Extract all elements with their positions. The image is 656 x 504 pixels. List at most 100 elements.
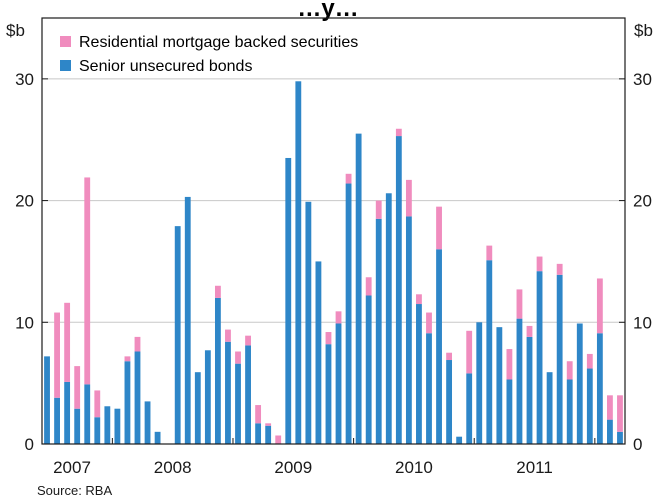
chart-title: …y… bbox=[297, 0, 358, 22]
bar-senior-unsecured-bonds bbox=[184, 196, 191, 444]
x-tick-label: 2009 bbox=[274, 458, 312, 477]
bar-senior-unsecured-bonds bbox=[54, 397, 60, 444]
bar-senior-unsecured-bonds bbox=[526, 336, 533, 444]
x-tick-label: 2010 bbox=[395, 458, 433, 477]
bar-senior-unsecured-bonds bbox=[114, 408, 121, 444]
bar-senior-unsecured-bonds bbox=[375, 218, 382, 444]
bar-senior-unsecured-bonds bbox=[255, 423, 262, 444]
bar-senior-unsecured-bonds bbox=[194, 372, 201, 444]
gridlines bbox=[42, 78, 625, 323]
bar-senior-unsecured-bonds bbox=[265, 425, 272, 444]
bar-rmbs bbox=[506, 349, 513, 380]
source-note: Source: RBA bbox=[37, 483, 113, 498]
bar-rmbs bbox=[486, 245, 493, 261]
plot-frame bbox=[41, 17, 626, 445]
bar-rmbs bbox=[526, 325, 533, 337]
bar-senior-unsecured-bonds bbox=[466, 373, 473, 444]
bar-rmbs bbox=[335, 311, 342, 324]
bar-rmbs bbox=[365, 277, 372, 296]
y-tick-label-left: 10 bbox=[15, 313, 34, 332]
bar-senior-unsecured-bonds bbox=[144, 401, 151, 444]
y-tick-label-right: 10 bbox=[633, 313, 652, 332]
bar-rmbs bbox=[225, 329, 231, 342]
bar-rmbs bbox=[94, 390, 101, 418]
bar-senior-unsecured-bonds bbox=[576, 323, 583, 444]
bar-senior-unsecured-bonds bbox=[174, 226, 181, 444]
bar-rmbs bbox=[214, 285, 221, 298]
bar-senior-unsecured-bonds bbox=[235, 363, 241, 444]
bar-senior-unsecured-bonds bbox=[546, 372, 553, 444]
bar-rmbs bbox=[426, 312, 432, 334]
bar-rmbs bbox=[516, 289, 523, 319]
bar-senior-unsecured-bonds bbox=[154, 431, 161, 444]
bar-senior-unsecured-bonds bbox=[446, 360, 453, 444]
legend: Residential mortgage backed securities S… bbox=[60, 34, 358, 75]
y-tick-label-right: 20 bbox=[633, 192, 652, 211]
bar-senior-unsecured-bonds bbox=[335, 323, 342, 444]
y-unit-left: $b bbox=[6, 21, 25, 40]
y-tick-label-left: 30 bbox=[15, 70, 34, 89]
bar-senior-unsecured-bonds bbox=[315, 261, 322, 444]
bar-rmbs bbox=[617, 395, 623, 432]
bar-senior-unsecured-bonds bbox=[516, 318, 523, 444]
y-tick-label-right: 0 bbox=[633, 435, 642, 454]
bar-rmbs bbox=[446, 352, 453, 361]
bar-senior-unsecured-bonds bbox=[94, 417, 101, 444]
bar-rmbs bbox=[54, 312, 60, 398]
bar-senior-unsecured-bonds bbox=[295, 81, 302, 444]
bar-rmbs bbox=[84, 177, 91, 385]
legend-label-rmbs: Residential mortgage backed securities bbox=[79, 34, 358, 51]
bar-rmbs bbox=[265, 423, 272, 426]
bar-rmbs bbox=[596, 278, 603, 334]
bar-senior-unsecured-bonds bbox=[124, 361, 131, 444]
bar-senior-unsecured-bonds bbox=[416, 304, 422, 444]
bar-rmbs bbox=[607, 395, 613, 420]
bar-senior-unsecured-bonds bbox=[74, 408, 81, 444]
bar-senior-unsecured-bonds bbox=[617, 431, 623, 444]
bar-rmbs bbox=[235, 351, 241, 364]
y-tick-label-left: 0 bbox=[25, 435, 34, 454]
x-ticks: 2007 2008 2009 2010 2011 bbox=[53, 438, 596, 477]
bar-senior-unsecured-bonds bbox=[104, 406, 111, 444]
bar-senior-unsecured-bonds bbox=[44, 356, 50, 444]
bar-rmbs bbox=[375, 200, 382, 219]
bar-rmbs bbox=[325, 332, 332, 345]
y-tick-label-right: 30 bbox=[633, 70, 652, 89]
bar-rmbs bbox=[416, 294, 422, 305]
x-tick-label: 2007 bbox=[53, 458, 91, 477]
bar-senior-unsecured-bonds bbox=[345, 183, 352, 444]
bar-senior-unsecured-bonds bbox=[405, 216, 412, 444]
bar-senior-unsecured-bonds bbox=[325, 344, 332, 444]
bar-rmbs bbox=[275, 435, 282, 444]
bar-senior-unsecured-bonds bbox=[245, 345, 251, 444]
bar-senior-unsecured-bonds bbox=[305, 201, 312, 444]
bar-rmbs bbox=[436, 206, 442, 250]
bar-senior-unsecured-bonds bbox=[285, 157, 292, 444]
bar-senior-unsecured-bonds bbox=[134, 351, 141, 444]
legend-swatch-rmbs bbox=[60, 36, 71, 47]
bar-senior-unsecured-bonds bbox=[496, 327, 503, 444]
bar-senior-unsecured-bonds bbox=[214, 297, 221, 444]
bar-rmbs bbox=[255, 405, 262, 424]
bar-senior-unsecured-bonds bbox=[64, 381, 71, 444]
x-tick-label: 2011 bbox=[516, 458, 553, 477]
y-tick-label-left: 20 bbox=[15, 192, 34, 211]
bar-rmbs bbox=[566, 361, 573, 380]
bar-senior-unsecured-bonds bbox=[556, 274, 563, 444]
bar-senior-unsecured-bonds bbox=[395, 136, 402, 444]
y-unit-right: $b bbox=[634, 21, 653, 40]
y-ticks: 0 0 10 10 20 20 30 30 bbox=[15, 70, 652, 454]
bar-senior-unsecured-bonds bbox=[355, 133, 362, 444]
bar-senior-unsecured-bonds bbox=[566, 379, 573, 444]
legend-swatch-bonds bbox=[60, 60, 71, 71]
bar-senior-unsecured-bonds bbox=[365, 295, 372, 444]
bar-senior-unsecured-bonds bbox=[596, 333, 603, 444]
bar-senior-unsecured-bonds bbox=[456, 436, 463, 444]
bar-senior-unsecured-bonds bbox=[506, 379, 513, 444]
bar-senior-unsecured-bonds bbox=[486, 260, 493, 444]
bars bbox=[44, 81, 623, 444]
bar-rmbs bbox=[345, 173, 352, 184]
bar-rmbs bbox=[536, 256, 543, 272]
bar-senior-unsecured-bonds bbox=[607, 419, 613, 444]
bar-senior-unsecured-bonds bbox=[204, 350, 211, 444]
